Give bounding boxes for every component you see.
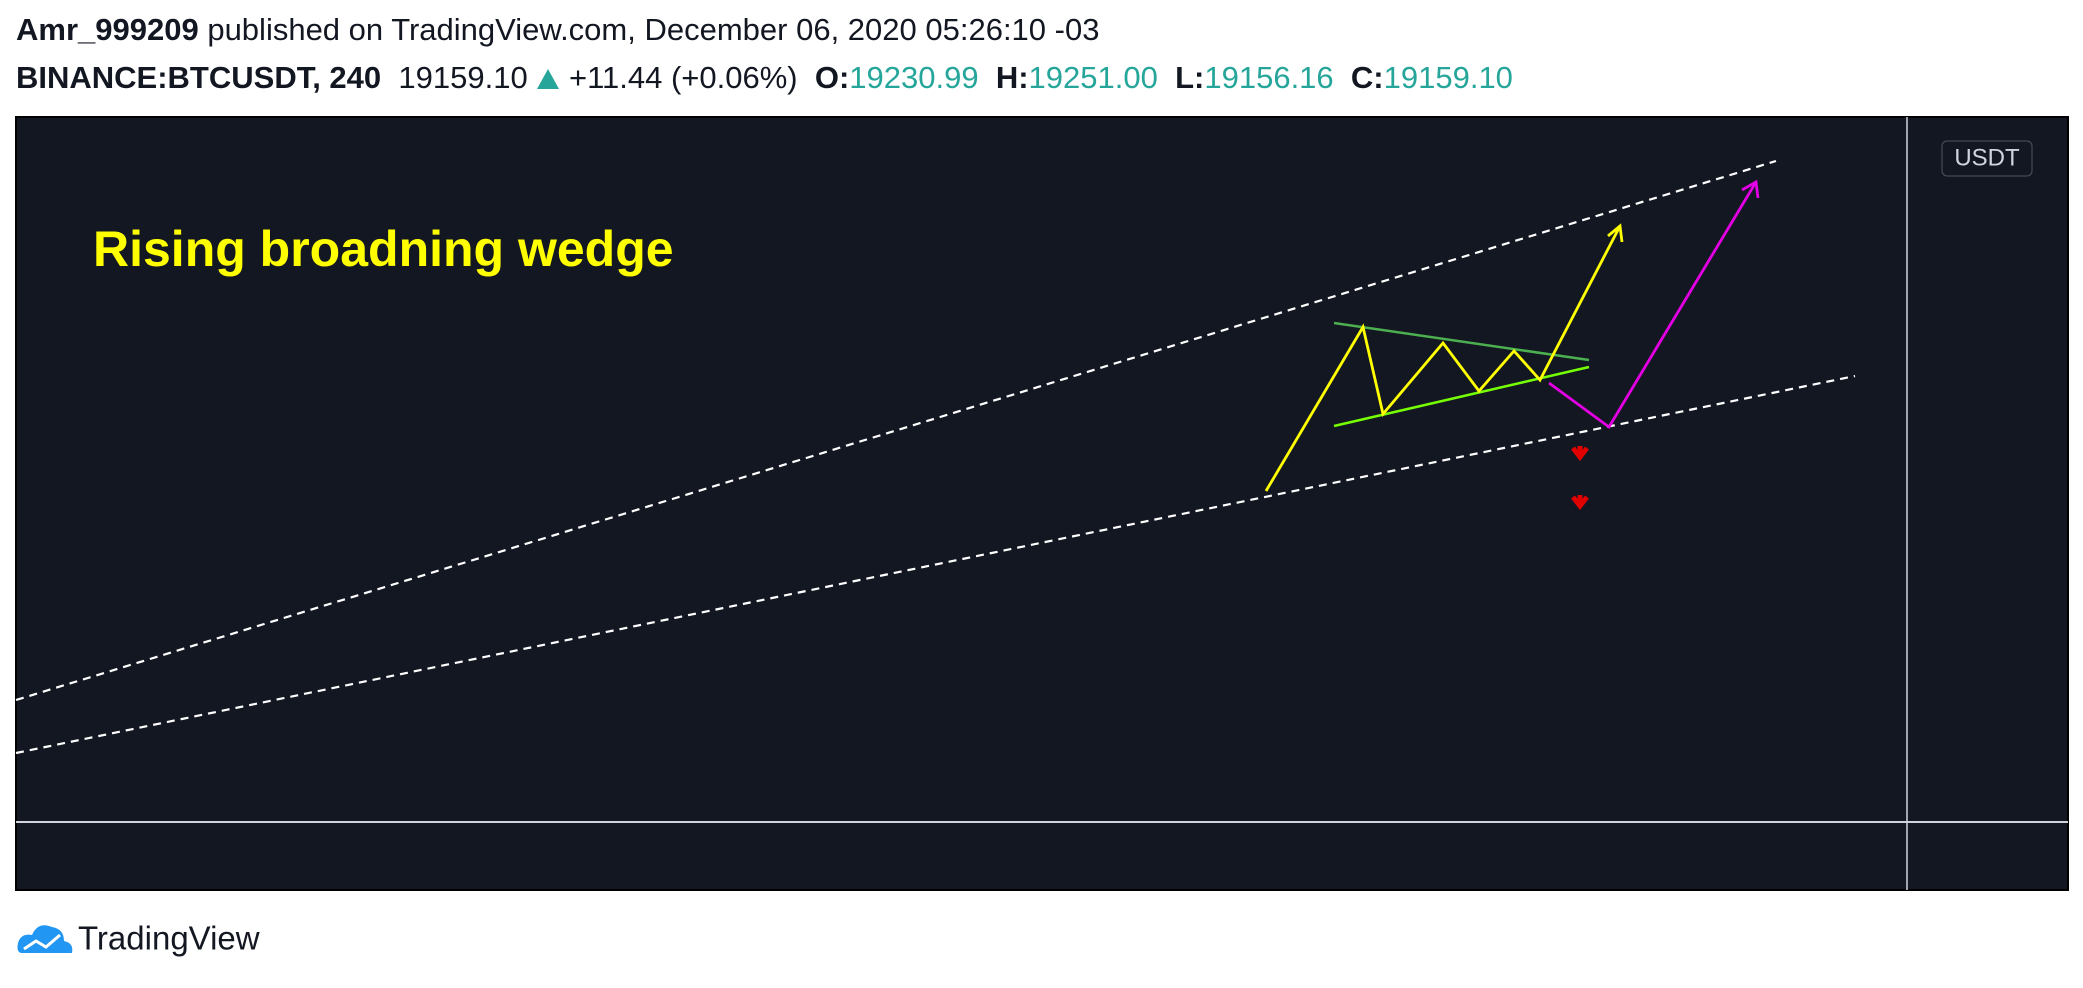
currency: USDT (1954, 144, 2020, 171)
up-icon (537, 69, 560, 89)
annotation: Rising broadning wedge (93, 221, 674, 277)
ohlc-value: 19230.99 (849, 60, 979, 95)
published: published on TradingView.com, December 0… (207, 12, 1100, 47)
logo (17, 925, 73, 953)
ohlc-label: L: (1175, 60, 1205, 95)
ohlc-label: O: (814, 60, 850, 95)
chart: Rising broadning wedge USDT (15, 116, 2069, 891)
ohlc-value: 19159.10 (1383, 60, 1513, 95)
footer: TradingView (17, 920, 260, 957)
down-arrow (1571, 495, 1589, 511)
ohlc-label: H: (995, 60, 1029, 95)
logo-line (23, 933, 61, 951)
arrow-head (1741, 179, 1760, 199)
trend-line (15, 374, 1856, 755)
header-line: BINANCE:BTCUSDT, 240 19159.10 +11.44 (+0… (16, 60, 1513, 96)
symbol: BINANCE:BTCUSDT, 240 (16, 60, 382, 95)
chart-background (15, 116, 2069, 891)
ohlc-value: 19251.00 (1028, 60, 1158, 95)
header-line: Amr_999209 published on TradingView.com,… (16, 12, 1099, 48)
projection-path (1264, 225, 1622, 492)
projection-path (1548, 181, 1758, 430)
down-arrow (1571, 446, 1589, 462)
ohlc-value: 19156.16 (1204, 60, 1334, 95)
author: Amr_999209 (16, 12, 199, 47)
price: 19159.10 (398, 60, 528, 95)
currency-box (1941, 140, 2033, 177)
triangle-line (1333, 321, 1590, 362)
drawings (15, 159, 1856, 755)
ohlc-label: C: (1350, 60, 1384, 95)
arrow-head (1607, 223, 1624, 243)
change: +11.44 (+0.06%) (568, 60, 798, 95)
trend-line (15, 159, 1777, 702)
triangle-line (1333, 365, 1590, 428)
brand: TradingView (78, 920, 260, 957)
